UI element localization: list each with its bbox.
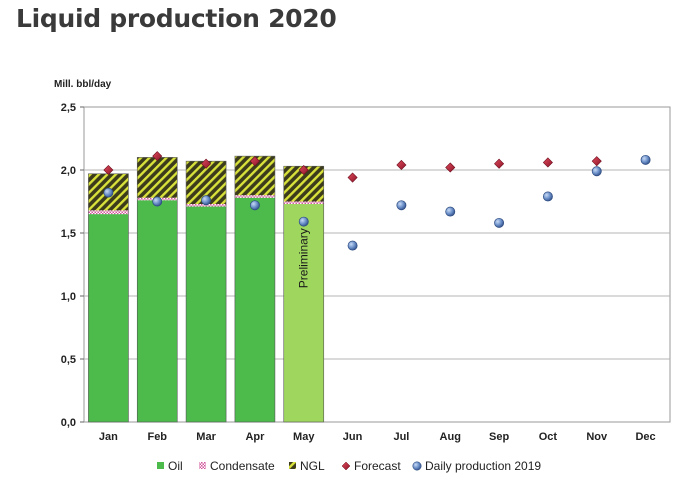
point-daily-production-2019 — [542, 191, 553, 202]
legend-label: Forecast — [354, 459, 401, 473]
legend-item-circle: Daily production 2019 — [412, 459, 541, 473]
page-title: Liquid production 2020 — [16, 4, 337, 33]
point-daily-production-2019 — [396, 200, 407, 211]
legend-item-oil: Oil — [157, 459, 183, 473]
point-daily-production-2019 — [591, 166, 602, 177]
x-tick-label: Aug — [440, 431, 461, 443]
bar-oil — [234, 197, 275, 422]
point-forecast — [591, 156, 602, 167]
x-tick-label: Sep — [489, 431, 509, 443]
bar-oil — [283, 204, 324, 422]
y-tick-label: 0,5 — [61, 354, 76, 366]
point-forecast — [396, 159, 407, 170]
x-tick-label: Jul — [393, 431, 409, 443]
point-daily-production-2019 — [103, 187, 114, 198]
y-tick-label: 1,5 — [61, 228, 76, 240]
x-tick-label: May — [293, 431, 315, 443]
legend-item-ngl: NGL — [289, 459, 325, 473]
point-daily-production-2019 — [445, 206, 456, 217]
bar-outline — [234, 155, 276, 423]
axes: 0,0 0,5 1,0 1,5 2,0 2,5 Jan Feb Mar Apr May Jun Jul A… — [61, 102, 656, 443]
bar-ngl — [137, 157, 178, 198]
x-tick-label: Mar — [196, 431, 216, 443]
legend-label: Oil — [168, 459, 183, 473]
bar-condensate — [88, 210, 129, 215]
x-tick-label: Apr — [245, 431, 265, 443]
x-tick-label: Dec — [635, 431, 655, 443]
point-forecast — [445, 162, 456, 173]
x-tick-label: Jan — [99, 431, 118, 443]
legend-swatch — [199, 462, 206, 469]
point-daily-production-2019 — [494, 217, 505, 228]
bar-condensate — [283, 201, 324, 205]
y-tick-label: 2,5 — [61, 102, 76, 114]
point-daily-production-2019 — [152, 196, 163, 207]
legend-label: NGL — [300, 459, 325, 473]
point-forecast — [494, 158, 505, 169]
legend-label: Condensate — [210, 459, 275, 473]
point-forecast — [201, 158, 212, 169]
markers — [103, 151, 651, 251]
legend-swatch — [157, 462, 164, 469]
y-tick-label: 2,0 — [61, 165, 76, 177]
legend-item-cond: Condensate — [199, 459, 275, 473]
grid-lines — [83, 106, 671, 423]
point-daily-production-2019 — [249, 200, 260, 211]
legend: Oil Condensate NGL Forecast Daily production… — [157, 459, 541, 473]
point-daily-production-2019 — [640, 154, 651, 165]
x-tick-label: Oct — [539, 431, 558, 443]
point-forecast — [249, 156, 260, 167]
point-forecast — [103, 164, 114, 176]
bar-condensate — [234, 195, 275, 198]
bar-oil — [88, 214, 129, 422]
x-tick-label: Jun — [343, 431, 363, 443]
bar-condensate — [186, 204, 227, 207]
y-tick-label: 1,0 — [61, 291, 76, 303]
legend-swatch — [341, 461, 351, 471]
plot-area — [83, 106, 671, 423]
point-forecast — [542, 157, 553, 168]
y-tick-label: 0,0 — [61, 417, 76, 429]
x-tick-label: Feb — [147, 431, 167, 443]
bar-oil — [137, 200, 178, 422]
legend-swatch — [412, 461, 422, 471]
y-axis-label: Mill. bbl/day — [54, 79, 112, 90]
point-daily-production-2019 — [347, 240, 358, 251]
legend-item-diamond: Forecast — [341, 459, 401, 473]
legend-swatch — [289, 462, 296, 469]
point-forecast — [152, 151, 163, 162]
point-daily-production-2019 — [201, 195, 212, 206]
point-daily-production-2019 — [298, 216, 309, 227]
preliminary-label: Preliminary — [297, 228, 311, 288]
point-forecast — [298, 164, 309, 176]
x-tick-label: Nov — [586, 431, 608, 443]
legend-label: Daily production 2019 — [425, 459, 541, 473]
bar-oil — [186, 206, 227, 422]
point-forecast — [347, 172, 358, 183]
